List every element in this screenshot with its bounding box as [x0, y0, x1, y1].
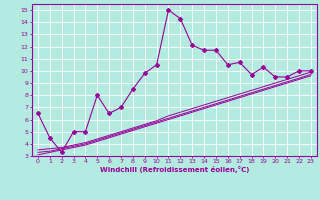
X-axis label: Windchill (Refroidissement éolien,°C): Windchill (Refroidissement éolien,°C) [100, 166, 249, 173]
